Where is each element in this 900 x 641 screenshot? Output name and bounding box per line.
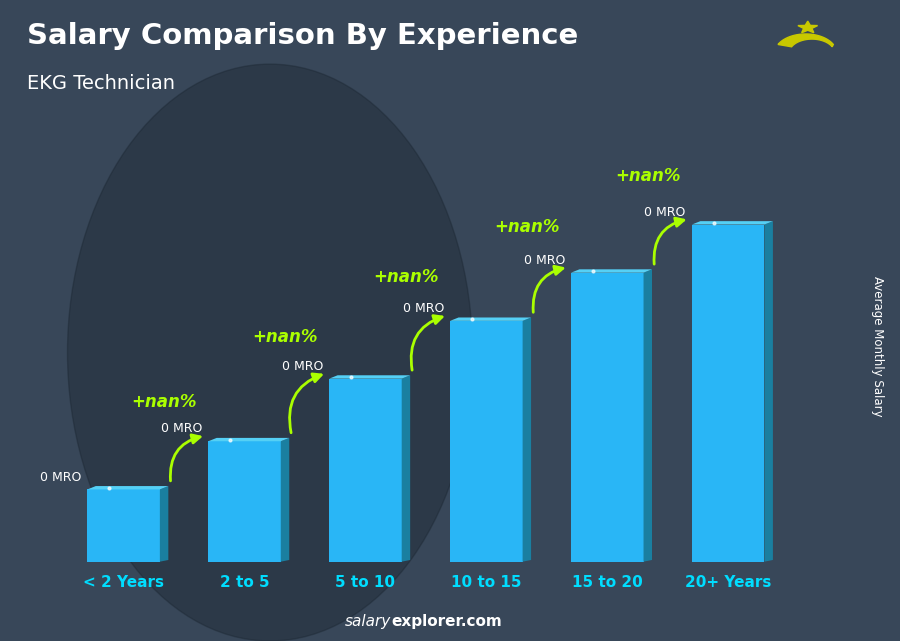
Bar [208, 441, 281, 562]
Polygon shape [87, 486, 168, 490]
Text: Salary Comparison By Experience: Salary Comparison By Experience [27, 22, 578, 51]
Text: +nan%: +nan% [615, 167, 680, 185]
Polygon shape [798, 21, 817, 33]
Text: 0 MRO: 0 MRO [402, 302, 444, 315]
Polygon shape [208, 438, 289, 441]
Bar [329, 379, 401, 562]
Text: salary: salary [346, 615, 392, 629]
Text: 0 MRO: 0 MRO [161, 422, 202, 435]
Bar [692, 224, 764, 562]
Polygon shape [401, 375, 410, 562]
Text: +nan%: +nan% [131, 394, 197, 412]
Text: +nan%: +nan% [374, 268, 438, 286]
Polygon shape [692, 221, 773, 224]
Ellipse shape [68, 64, 472, 641]
Bar [450, 321, 523, 562]
Text: 0 MRO: 0 MRO [524, 254, 565, 267]
Polygon shape [329, 375, 410, 379]
Polygon shape [778, 34, 833, 47]
Bar [571, 272, 644, 562]
Text: explorer.com: explorer.com [392, 615, 502, 629]
Text: EKG Technician: EKG Technician [27, 74, 175, 93]
Polygon shape [644, 269, 652, 562]
Text: +nan%: +nan% [494, 217, 560, 236]
Bar [87, 490, 160, 562]
Text: 0 MRO: 0 MRO [282, 360, 323, 373]
Text: 0 MRO: 0 MRO [644, 206, 686, 219]
Polygon shape [764, 221, 773, 562]
Text: 0 MRO: 0 MRO [40, 470, 81, 484]
Text: Average Monthly Salary: Average Monthly Salary [871, 276, 884, 417]
Polygon shape [281, 438, 289, 562]
Polygon shape [571, 269, 652, 272]
Polygon shape [450, 317, 531, 321]
Text: +nan%: +nan% [252, 328, 318, 346]
Polygon shape [160, 486, 168, 562]
Polygon shape [523, 317, 531, 562]
